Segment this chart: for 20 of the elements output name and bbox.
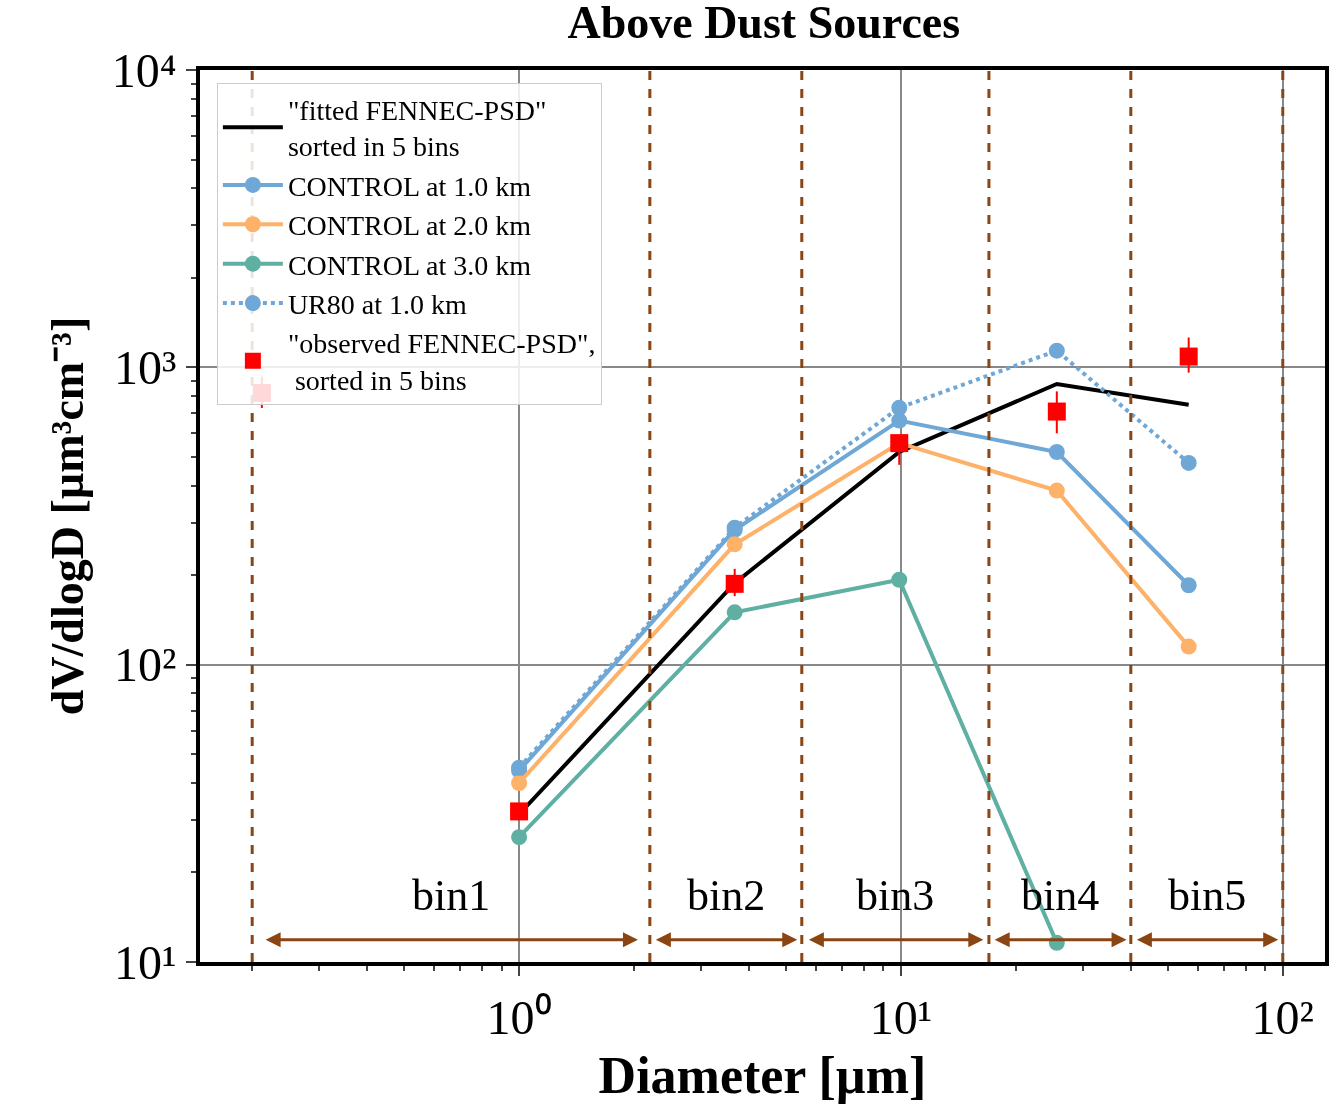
legend-label: CONTROL at 2.0 km — [287, 210, 532, 242]
chart-title: Above Dust Sources — [567, 0, 961, 48]
y-tick-label: 10⁴ — [111, 43, 177, 97]
legend-label: "observed FENNEC-PSD", sorted in 5 bins — [287, 328, 596, 396]
x-axis-title: Diameter [µm] — [598, 1047, 927, 1104]
legend-label: CONTROL at 1.0 km — [287, 170, 532, 202]
x-tick-label: 10² — [1251, 990, 1314, 1044]
y-tick-label: 10³ — [114, 341, 177, 395]
y-tick-label: 10¹ — [114, 935, 177, 989]
y-tick-label: 10² — [114, 638, 177, 692]
annotation: bin3 — [856, 871, 935, 920]
x-tick-label: 10¹ — [869, 990, 933, 1044]
annotation: bin2 — [687, 871, 766, 920]
legend-label: "fitted FENNEC-PSD" sorted in 5 bins — [287, 95, 547, 163]
annotation: bin5 — [1168, 871, 1247, 920]
annotation: bin1 — [412, 871, 491, 920]
legend-label: UR80 at 1.0 km — [287, 289, 467, 320]
y-axis-title: dV/dlogD [µm³cm⁻³] — [41, 316, 93, 716]
legend-label: CONTROL at 3.0 km — [287, 249, 532, 281]
x-tick-label: 10⁰ — [486, 990, 552, 1044]
